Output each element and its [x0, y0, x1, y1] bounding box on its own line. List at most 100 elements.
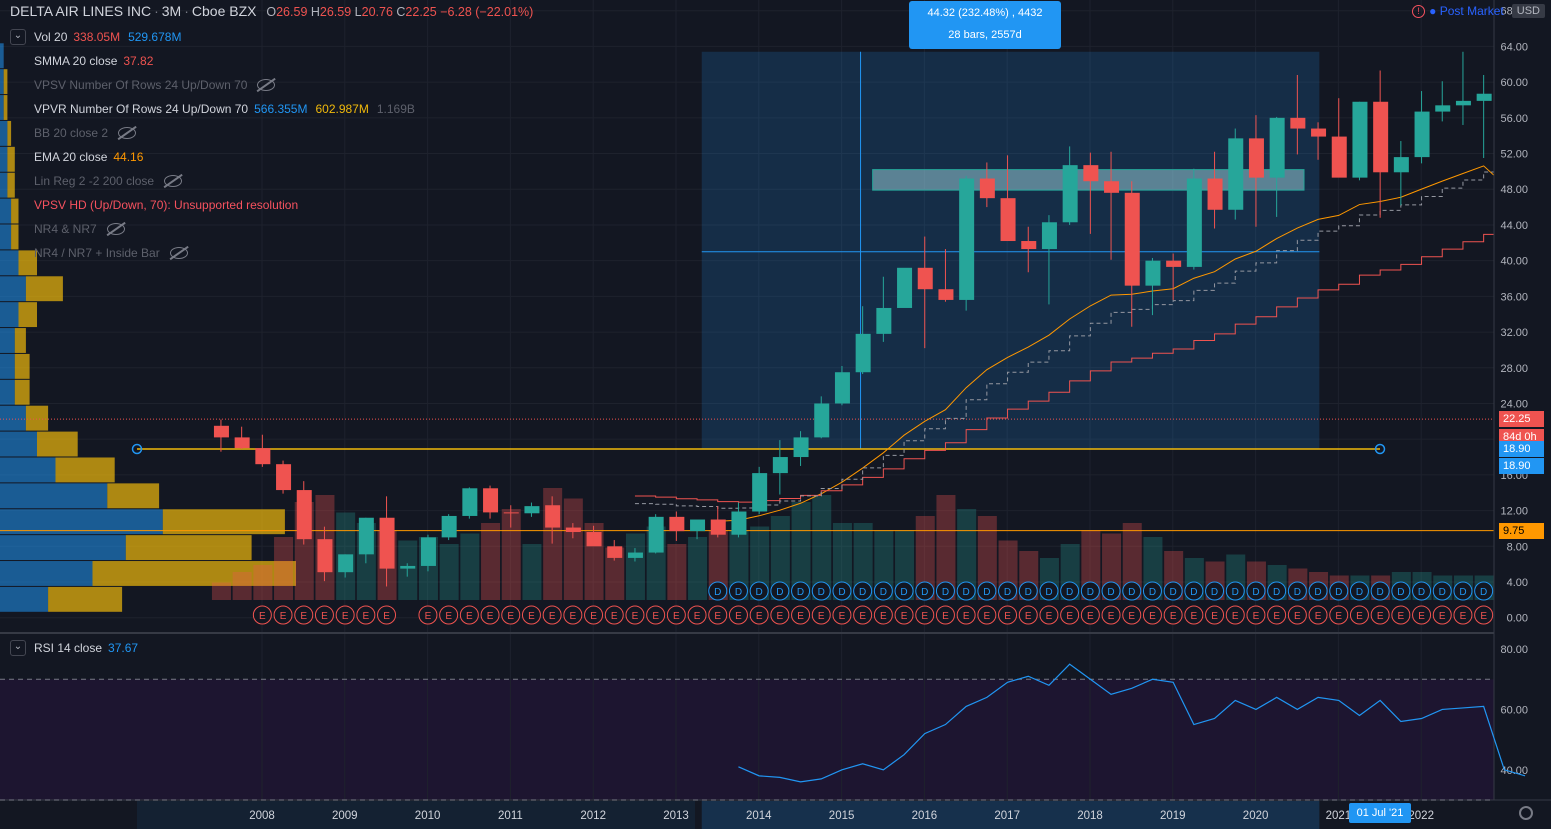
gear-icon[interactable]	[1519, 806, 1533, 820]
volume-bar	[1081, 530, 1101, 600]
candle-body	[338, 554, 354, 573]
dividend-marker	[811, 581, 831, 601]
rsi-tick-label: 60.00	[1500, 704, 1528, 716]
eye-hidden-icon[interactable]	[257, 79, 276, 91]
dividend-marker	[1391, 581, 1411, 601]
x-tick-label: 2010	[415, 810, 441, 822]
vp-bar-up	[0, 431, 37, 457]
study-name[interactable]: EMA 20 close	[34, 150, 108, 164]
eye-hidden-icon[interactable]	[169, 247, 188, 259]
earnings-marker	[728, 605, 748, 625]
vp-bar-down	[14, 328, 26, 353]
study-name[interactable]: BB 20 close 2	[34, 126, 109, 140]
study-name[interactable]: SMMA 20 close	[34, 54, 118, 68]
rsi-collapse-icon[interactable]: ⌄	[10, 640, 26, 656]
currency-badge[interactable]: USD	[1511, 4, 1545, 18]
study-row[interactable]: ⌄ Vol 20 338.05M 529.678M	[10, 25, 423, 49]
dividend-marker	[1474, 581, 1494, 601]
earnings-marker	[1142, 605, 1162, 625]
earnings-marker	[1080, 605, 1100, 625]
y-tick-label: 64.00	[1500, 41, 1528, 53]
alert-icon[interactable]: !	[1412, 4, 1426, 18]
dividend-label: D	[1045, 587, 1052, 598]
study-name[interactable]: VPVR Number Of Rows 24 Up/Down 70	[34, 102, 249, 116]
dividend-label: D	[1377, 587, 1384, 598]
volume-bar	[936, 495, 956, 600]
earnings-marker	[749, 605, 769, 625]
study-row[interactable]: VPVR Number Of Rows 24 Up/Down 70 566.355…	[10, 97, 423, 121]
eye-hidden-icon[interactable]	[164, 175, 183, 187]
symbol-name[interactable]: DELTA AIR LINES INC	[10, 3, 152, 19]
earnings-label: E	[259, 611, 266, 622]
earnings-marker	[791, 605, 811, 625]
study-row[interactable]: SMMA 20 close 37.82	[10, 49, 423, 73]
post-market-label[interactable]: ● Post Market	[1429, 4, 1504, 18]
vp-bar-up	[0, 302, 19, 328]
earnings-marker	[873, 605, 893, 625]
dividend-marker	[873, 581, 893, 601]
study-name[interactable]: NR4 / NR7 + Inside Bar	[34, 246, 160, 260]
dividend-marker	[791, 581, 811, 601]
volume-bar	[729, 530, 749, 600]
study-row[interactable]: NR4 & NR7	[10, 217, 423, 241]
earnings-label: E	[590, 611, 597, 622]
study-name[interactable]: NR4 & NR7	[34, 222, 97, 236]
dividend-marker	[1080, 581, 1100, 601]
candle-body	[710, 519, 726, 535]
support-handle-right	[1374, 443, 1386, 455]
candle-body	[1476, 93, 1492, 101]
dividend-label: D	[1190, 587, 1197, 598]
dividend-marker	[1349, 581, 1369, 601]
study-name[interactable]: Vol 20	[34, 30, 68, 44]
study-name[interactable]: Lin Reg 2 -2 200 close	[34, 174, 155, 188]
vp-bar-down	[55, 457, 115, 483]
dividend-marker	[1101, 581, 1121, 601]
candle-body	[379, 517, 395, 569]
earnings-label: E	[549, 611, 556, 622]
volume-bar	[915, 516, 935, 600]
collapse-icon[interactable]: ⌄	[10, 29, 26, 45]
study-name[interactable]: VPSV Number Of Rows 24 Up/Down 70	[34, 78, 248, 92]
vp-bar-down	[7, 172, 15, 198]
study-row[interactable]: BB 20 close 2	[10, 121, 423, 145]
study-row[interactable]: VPSV HD (Up/Down, 70): Unsupported resol…	[10, 193, 423, 217]
eye-hidden-icon[interactable]	[106, 223, 125, 235]
eye-hidden-icon[interactable]	[118, 127, 137, 139]
ema-line	[717, 165, 1526, 522]
price-tag: 22.25	[1499, 411, 1544, 428]
volume-bar	[232, 572, 252, 600]
dividend-marker	[770, 581, 790, 601]
x-tick-label: 2018	[1077, 810, 1103, 822]
dividend-label: D	[1459, 587, 1466, 598]
earnings-label: E	[321, 611, 328, 622]
candle-body	[1145, 260, 1161, 286]
dividend-label: D	[859, 587, 866, 598]
vp-bar-down	[162, 509, 285, 535]
study-row[interactable]: EMA 20 close 44.16	[10, 145, 423, 169]
volume-bar	[481, 523, 501, 600]
earnings-marker	[439, 605, 459, 625]
rsi-band	[0, 679, 1494, 800]
price-change: −6.28 (−22.01%)	[440, 5, 534, 19]
candle-body	[1269, 117, 1285, 178]
candle-body	[213, 425, 229, 438]
vp-bar-down	[3, 69, 8, 95]
vp-bar-down	[92, 561, 296, 586]
study-row[interactable]: VPSV Number Of Rows 24 Up/Down 70	[10, 73, 423, 97]
earnings-marker	[625, 605, 645, 625]
study-row[interactable]: Lin Reg 2 -2 200 close	[10, 169, 423, 193]
earnings-label: E	[1170, 611, 1177, 622]
earnings-marker	[915, 605, 935, 625]
dividend-marker	[1329, 581, 1349, 601]
study-row[interactable]: NR4 / NR7 + Inside Bar	[10, 241, 423, 265]
earnings-label: E	[487, 611, 494, 622]
interval-label[interactable]: 3M	[161, 3, 182, 19]
study-name[interactable]: VPSV HD (Up/Down, 70): Unsupported resol…	[34, 198, 299, 212]
vp-bar-down	[11, 198, 19, 224]
rsi-name[interactable]: RSI 14 close	[34, 641, 103, 655]
vp-bar-up	[0, 509, 163, 535]
dividend-label: D	[1087, 587, 1094, 598]
candle-body	[296, 490, 312, 540]
earnings-label: E	[1315, 611, 1322, 622]
